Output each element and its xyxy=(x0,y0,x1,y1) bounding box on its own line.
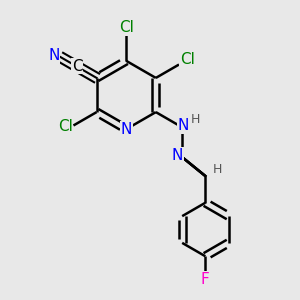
Text: Cl: Cl xyxy=(119,20,134,35)
Text: H: H xyxy=(213,163,223,176)
Text: Cl: Cl xyxy=(180,52,195,67)
Text: C: C xyxy=(72,58,83,74)
Text: N: N xyxy=(171,148,183,163)
Text: F: F xyxy=(201,272,210,286)
Text: H: H xyxy=(191,113,200,126)
Text: Cl: Cl xyxy=(58,119,73,134)
Text: N: N xyxy=(121,122,132,137)
Text: N: N xyxy=(48,48,60,63)
Text: N: N xyxy=(177,118,189,133)
